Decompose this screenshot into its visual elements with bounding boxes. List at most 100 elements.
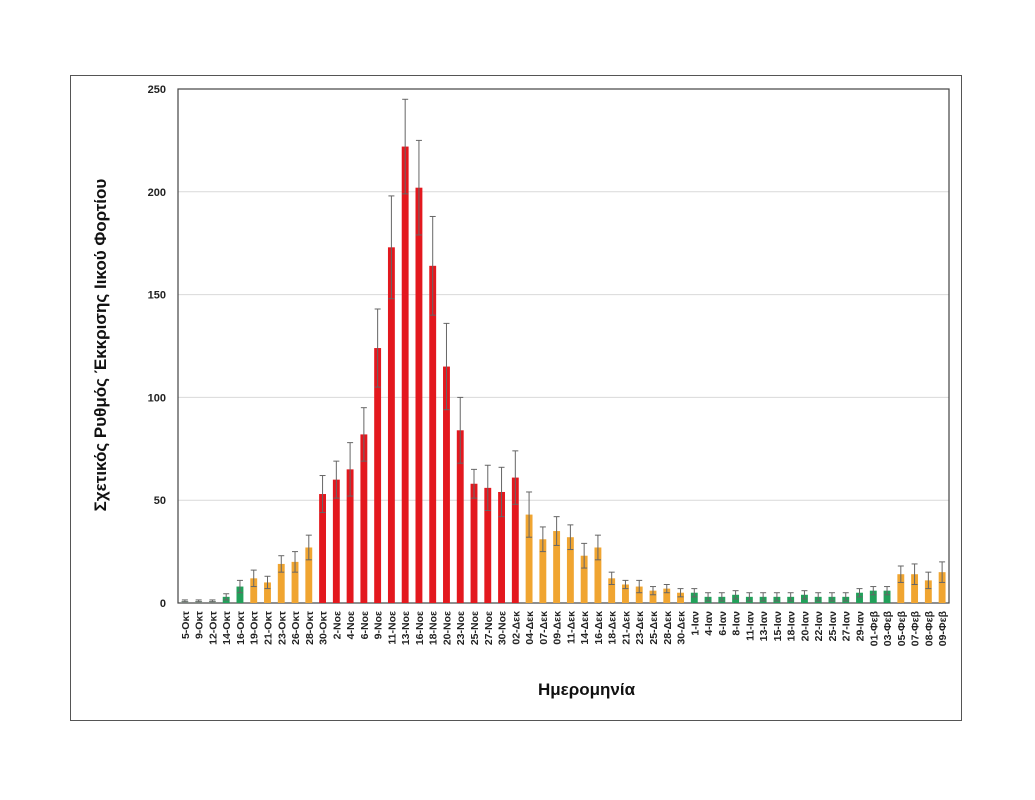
bar — [745, 592, 753, 603]
bar-rect — [429, 265, 437, 603]
x-tick-label: 13-Νοε — [400, 611, 412, 645]
bar-rect — [622, 584, 629, 603]
bar — [814, 592, 822, 603]
x-tick-label: 21-Δεκ — [620, 611, 632, 645]
bar — [622, 579, 629, 603]
bar — [525, 491, 533, 603]
bar — [360, 407, 368, 603]
y-tick-label: 200 — [148, 187, 166, 199]
x-tick-label: 14-Δεκ — [579, 611, 591, 645]
bar — [195, 599, 203, 603]
bar — [319, 475, 327, 603]
bar-rect — [470, 483, 478, 603]
bar — [690, 588, 698, 603]
plot-area — [177, 88, 950, 604]
bar — [264, 575, 271, 603]
bar — [498, 466, 505, 603]
bar — [277, 555, 285, 603]
bar — [649, 586, 657, 603]
bar-rect — [539, 539, 547, 603]
bar — [759, 592, 767, 603]
x-tick-label: 09-Δεκ — [552, 611, 564, 645]
x-tick-label: 21-Οκτ — [262, 611, 274, 645]
bar — [773, 592, 781, 603]
bar — [236, 579, 244, 603]
y-tick-label: 50 — [154, 495, 166, 507]
bar-rect — [690, 592, 698, 603]
x-tick-label: 20-Νοε — [441, 611, 453, 645]
bar — [305, 534, 313, 603]
bar-rect — [374, 348, 382, 603]
bar-rect — [319, 494, 327, 603]
x-tick-label: 9-Οκτ — [194, 611, 206, 639]
y-tick-label: 0 — [160, 598, 166, 610]
x-tick-label: 01-Φεβ — [868, 610, 880, 646]
x-tick-label: 1-Ιαν — [689, 611, 701, 636]
bar — [511, 450, 519, 603]
x-tick-label: 9-Νοε — [373, 611, 385, 639]
bar — [291, 551, 299, 603]
x-tick-label: 13-Ιαν — [758, 611, 770, 642]
bar — [222, 593, 230, 603]
x-tick-label: 6-Ιαν — [717, 611, 729, 636]
bar — [842, 592, 850, 603]
x-tick-label: 4-Ιαν — [703, 611, 715, 636]
bar — [704, 592, 712, 603]
bar-rect — [456, 430, 464, 603]
bar-rect — [305, 547, 313, 603]
x-axis-title: Ημερομηνία — [538, 680, 636, 699]
bar — [401, 98, 409, 603]
x-tick-label: 27-Ιαν — [841, 611, 853, 642]
x-tick-label: 30-Νοε — [497, 611, 509, 645]
x-tick-label: 05-Φεβ — [896, 610, 908, 646]
bar-rect — [443, 366, 450, 603]
bar-rect — [484, 487, 492, 603]
x-tick-label: 15-Ιαν — [772, 611, 784, 642]
bar — [869, 586, 877, 603]
y-tick-label: 250 — [148, 84, 166, 96]
bar — [387, 195, 395, 603]
bar — [828, 592, 836, 603]
x-tick-label: 25-Δεκ — [648, 611, 660, 645]
bar — [332, 460, 340, 603]
y-tick-label: 150 — [148, 290, 166, 302]
bar-rect — [360, 434, 368, 603]
x-tick-label: 25-Ιαν — [827, 611, 839, 642]
bar — [718, 592, 726, 603]
bar — [346, 442, 354, 603]
x-tick-label: 11-Ιαν — [744, 611, 756, 641]
x-tick-label: 4-Νοε — [345, 611, 357, 639]
bar — [374, 308, 382, 603]
bar-rect — [553, 531, 561, 603]
bar — [539, 526, 547, 603]
bar-rect — [250, 578, 258, 603]
bar — [924, 571, 932, 603]
bar — [732, 590, 740, 603]
bar-rect — [649, 590, 657, 603]
bar-rect — [924, 580, 932, 603]
bar — [911, 563, 919, 603]
bar — [897, 565, 905, 603]
bar — [800, 590, 808, 603]
x-tick-label: 27-Νοε — [483, 611, 495, 645]
x-tick-label: 11-Νοε — [386, 611, 398, 645]
bar — [938, 561, 946, 603]
x-tick-label: 18-Νοε — [428, 611, 440, 645]
x-tick-label: 18-Ιαν — [786, 611, 798, 642]
bar-rect — [635, 586, 643, 603]
x-tick-label: 07-Δεκ — [538, 611, 550, 645]
x-tick-label: 22-Ιαν — [813, 611, 825, 642]
x-tick-label: 5-Οκτ — [180, 611, 192, 639]
bar — [883, 586, 891, 603]
bar — [429, 215, 437, 603]
bar — [456, 396, 464, 603]
y-axis-title-text: Σχετικός Ρυθμός Έκκρισης Ιικού Φορτίου — [91, 178, 110, 512]
x-tick-label: 30-Οκτ — [318, 611, 330, 645]
bar-rect — [594, 547, 602, 603]
x-tick-label: 23-Νοε — [455, 611, 467, 645]
bar — [470, 468, 478, 603]
x-tick-label: 28-Δεκ — [662, 611, 674, 645]
bar — [635, 579, 643, 603]
x-tick-label: 16-Δεκ — [593, 611, 605, 645]
